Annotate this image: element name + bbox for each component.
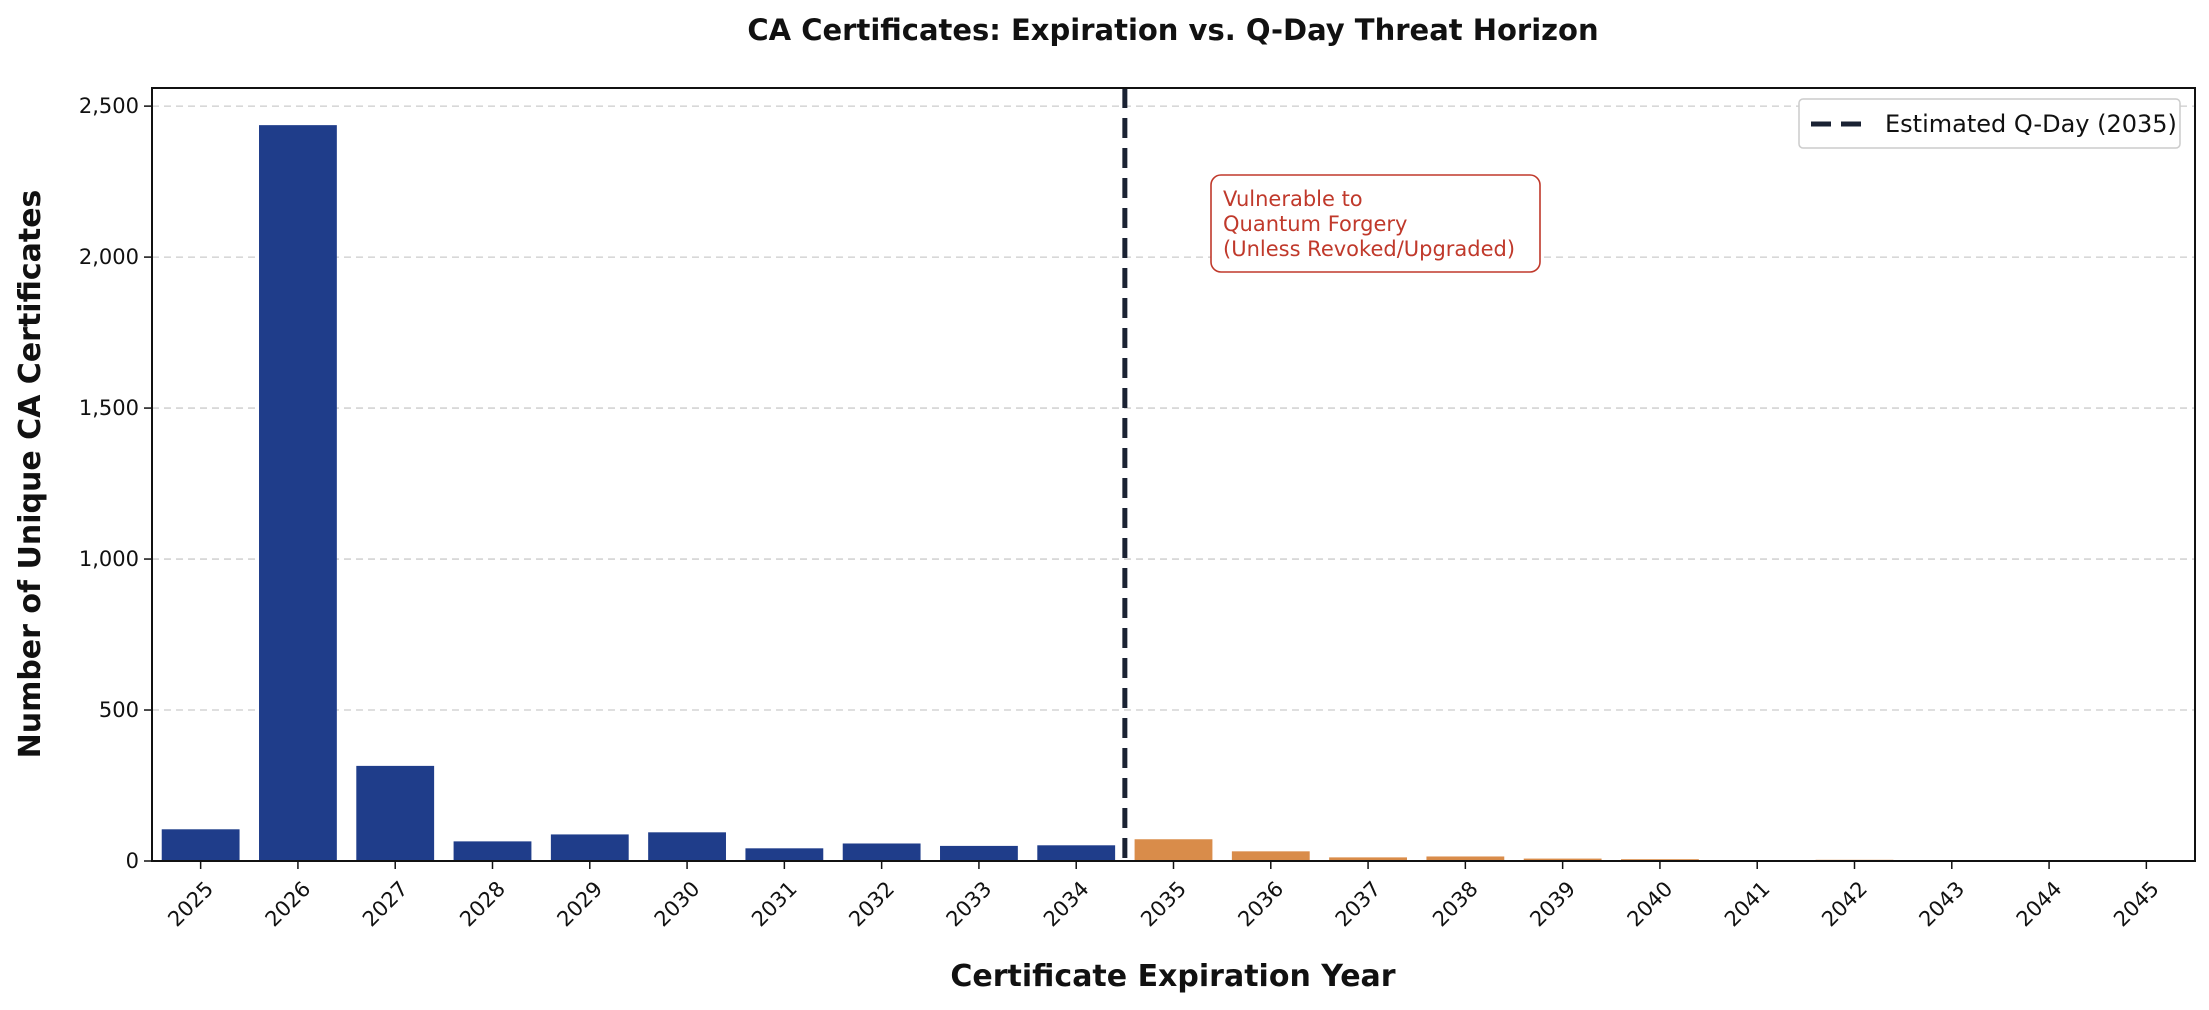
bar-2037 bbox=[1329, 857, 1407, 861]
bars bbox=[161, 125, 2186, 861]
legend-frame bbox=[1798, 98, 2181, 149]
annotation-box: Vulnerable to Quantum Forgery (Unless Re… bbox=[1210, 174, 1541, 273]
y-tick-label: 2,000 bbox=[79, 245, 139, 269]
bar-2032 bbox=[842, 843, 921, 861]
y-tick-label: 0 bbox=[126, 849, 139, 873]
x-tick-label: 2043 bbox=[1914, 877, 1969, 932]
bar-2030 bbox=[648, 832, 726, 861]
bar-2039 bbox=[1523, 858, 1602, 861]
legend-label-q-day: Estimated Q-Day (2035) bbox=[1885, 110, 2177, 138]
x-tick-label: 2037 bbox=[1331, 877, 1386, 932]
x-tick-label: 2033 bbox=[942, 877, 997, 932]
y-tick-label: 1,000 bbox=[79, 547, 139, 571]
y-axis-ticks: 0 500 1,000 1,500 2,000 2,500 bbox=[79, 94, 152, 873]
x-tick-label: 2032 bbox=[844, 877, 899, 932]
y-tick-label: 1,500 bbox=[79, 396, 139, 420]
x-tick-label: 2028 bbox=[455, 877, 510, 932]
x-tick-label: 2026 bbox=[261, 877, 316, 932]
bar-2038 bbox=[1426, 856, 1505, 861]
x-tick-label: 2031 bbox=[747, 877, 802, 932]
x-tick-label: 2035 bbox=[1136, 877, 1191, 932]
x-tick-label: 2029 bbox=[552, 877, 607, 932]
x-tick-label: 2034 bbox=[1039, 877, 1094, 932]
bar-2033 bbox=[940, 845, 1018, 861]
y-tick-label: 2,500 bbox=[79, 94, 139, 118]
bar-2036 bbox=[1231, 851, 1310, 861]
bar-2031 bbox=[745, 848, 824, 861]
annotation-line-2: Quantum Forgery bbox=[1223, 212, 1407, 236]
annotation-line-1: Vulnerable to bbox=[1223, 187, 1363, 211]
x-tick-label: 2045 bbox=[2109, 877, 2164, 932]
legend: Estimated Q-Day (2035) bbox=[1798, 98, 2181, 149]
y-tick-label: 500 bbox=[99, 698, 139, 722]
bar-2025 bbox=[161, 829, 240, 861]
annotation-frame bbox=[1210, 174, 1541, 273]
grid-lines bbox=[152, 105, 2195, 711]
x-tick-label: 2041 bbox=[1720, 877, 1775, 932]
x-axis-ticks: 2025 2026 2027 2028 2029 2030 2031 2032 2033 2034… bbox=[163, 861, 2164, 932]
annotation-line-3: (Unless Revoked/Upgraded) bbox=[1223, 237, 1515, 261]
bar-2026 bbox=[259, 125, 337, 861]
x-tick-label: 2027 bbox=[358, 877, 413, 932]
bar-2034 bbox=[1037, 845, 1116, 861]
x-tick-label: 2030 bbox=[650, 877, 705, 932]
bar-2029 bbox=[550, 834, 629, 861]
y-axis-title: Number of Unique CA Certificates bbox=[13, 190, 48, 759]
x-tick-label: 2039 bbox=[1525, 877, 1580, 932]
bar-2027 bbox=[356, 765, 435, 861]
plot-frame bbox=[151, 87, 2196, 862]
x-tick-label: 2025 bbox=[163, 877, 218, 932]
x-tick-label: 2036 bbox=[1233, 877, 1288, 932]
x-axis-title: Certificate Expiration Year bbox=[950, 959, 1395, 994]
x-tick-label: 2038 bbox=[1428, 877, 1483, 932]
x-tick-label: 2042 bbox=[1817, 877, 1872, 932]
bar-2035 bbox=[1134, 839, 1213, 861]
chart-title: CA Certificates: Expiration vs. Q-Day Th… bbox=[747, 13, 1598, 47]
bar-2028 bbox=[453, 841, 532, 861]
x-tick-label: 2044 bbox=[2012, 877, 2067, 932]
x-tick-label: 2040 bbox=[1623, 877, 1678, 932]
